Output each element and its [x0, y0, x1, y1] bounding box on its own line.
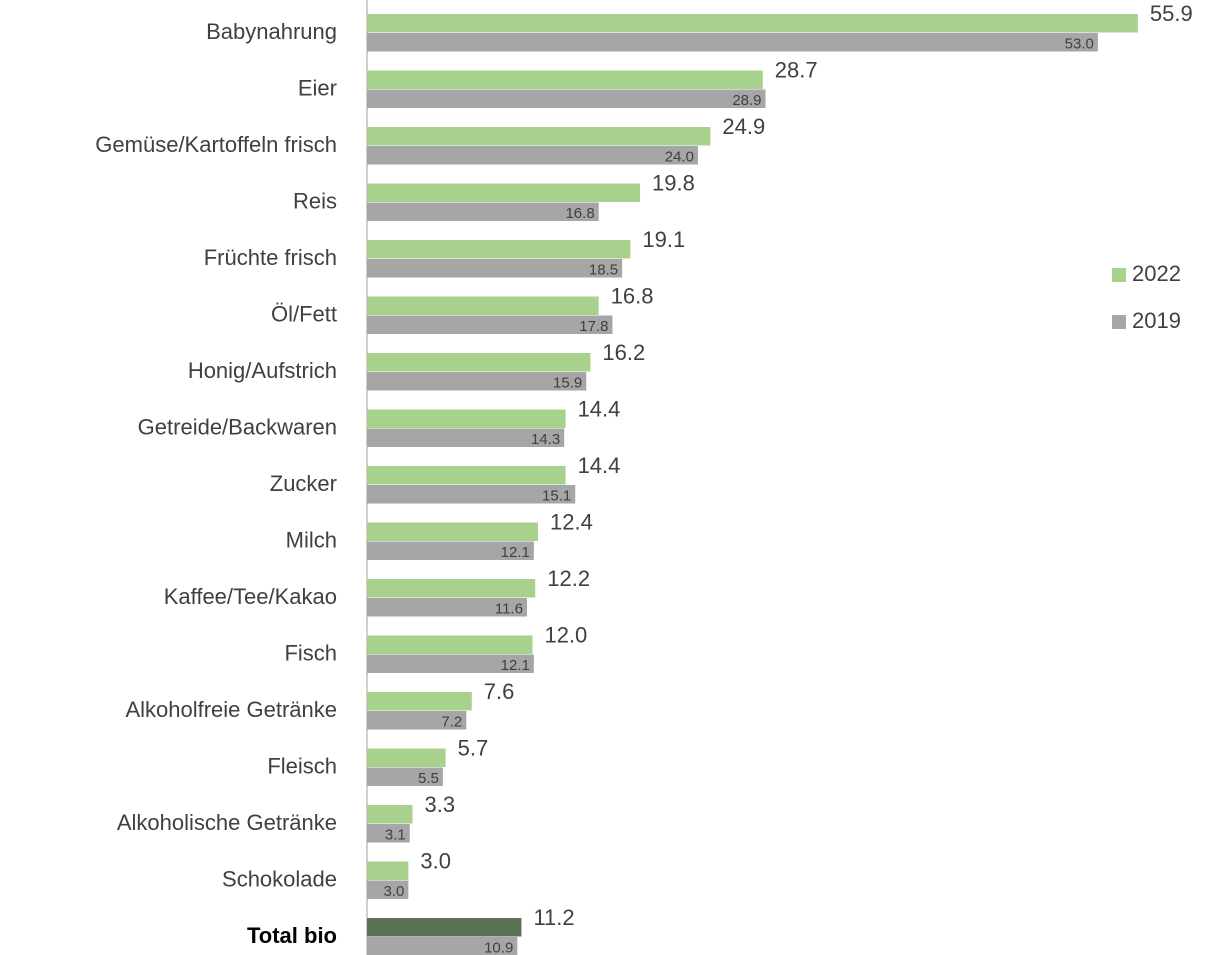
category-label: Zucker: [270, 471, 337, 496]
value-label: 12.1: [501, 657, 530, 674]
value-label: 15.1: [542, 487, 571, 504]
category-label: Öl/Fett: [271, 301, 337, 326]
category-label: Babynahrung: [206, 19, 337, 44]
bar: [367, 70, 763, 89]
value-label: 12.1: [501, 544, 530, 561]
bar: [367, 937, 518, 955]
legend-label: 2022: [1132, 261, 1181, 286]
bar: [367, 296, 599, 315]
value-label: 14.3: [531, 431, 560, 448]
bar: [367, 259, 623, 278]
bar: [367, 485, 576, 504]
category-label: Honig/Aufstrich: [188, 358, 337, 383]
value-label: 11.6: [495, 600, 523, 617]
value-label: 17.8: [579, 318, 608, 335]
bar: [367, 805, 413, 824]
bar: [367, 146, 698, 165]
category-label: Milch: [286, 527, 337, 552]
bar: [367, 692, 472, 711]
value-label: 16.2: [602, 340, 645, 365]
category-label: Alkoholfreie Getränke: [125, 697, 337, 722]
value-label: 5.5: [418, 770, 439, 787]
category-label: Fleisch: [267, 753, 337, 778]
bar: [367, 240, 631, 259]
value-label: 3.0: [420, 848, 451, 873]
bar: [367, 748, 446, 767]
bar: [367, 824, 410, 843]
bar: [367, 522, 538, 541]
value-label: 28.7: [775, 57, 818, 82]
bar: [367, 767, 443, 786]
bar: [367, 880, 409, 899]
category-label: Reis: [293, 188, 337, 213]
bar: [367, 127, 711, 146]
value-label: 55.9: [1150, 1, 1193, 26]
value-label: 7.2: [441, 713, 462, 730]
category-label: Total bio: [247, 923, 337, 948]
value-label: 12.0: [544, 622, 587, 647]
bar: [367, 466, 566, 485]
bar: [367, 654, 534, 673]
value-label: 19.1: [642, 227, 685, 252]
value-label: 12.2: [547, 566, 590, 591]
value-label: 3.1: [385, 826, 406, 843]
category-label: Fisch: [284, 640, 337, 665]
value-label: 16.8: [611, 283, 654, 308]
bar: [367, 33, 1098, 52]
value-label: 11.2: [533, 905, 574, 930]
value-label: 24.9: [722, 114, 765, 139]
category-label: Schokolade: [222, 866, 337, 891]
legend-label: 2019: [1132, 308, 1181, 333]
value-label: 3.0: [384, 883, 405, 900]
bar: [367, 202, 599, 221]
value-label: 15.9: [553, 374, 582, 391]
bar: [367, 14, 1138, 33]
category-label: Früchte frisch: [204, 245, 337, 270]
bar: [367, 598, 527, 617]
bar: [367, 918, 522, 937]
legend-swatch: [1112, 268, 1126, 282]
bar: [367, 541, 534, 560]
bar: [367, 861, 409, 880]
bar: [367, 635, 533, 654]
value-label: 3.3: [425, 792, 456, 817]
value-label: 10.9: [484, 939, 513, 955]
legend-swatch: [1112, 315, 1126, 329]
value-label: 12.4: [550, 509, 593, 534]
bar: [367, 315, 613, 334]
value-label: 28.9: [732, 92, 761, 109]
bar: [367, 579, 536, 598]
bar: [367, 353, 591, 372]
value-label: 24.0: [665, 148, 694, 165]
category-label: Kaffee/Tee/Kakao: [164, 584, 337, 609]
category-label: Gemüse/Kartoffeln frisch: [95, 132, 337, 157]
bar: [367, 711, 467, 730]
value-label: 14.4: [578, 453, 621, 478]
value-label: 5.7: [458, 735, 489, 760]
category-label: Alkoholische Getränke: [117, 810, 337, 835]
bar: [367, 428, 565, 447]
bar: [367, 409, 566, 428]
bar: [367, 89, 766, 108]
bar: [367, 372, 587, 391]
category-label: Eier: [298, 75, 337, 100]
value-label: 19.8: [652, 170, 695, 195]
value-label: 16.8: [565, 205, 594, 222]
value-label: 53.0: [1065, 35, 1094, 52]
value-label: 7.6: [484, 679, 515, 704]
value-label: 18.5: [589, 261, 618, 278]
value-label: 14.4: [578, 396, 621, 421]
bar: [367, 183, 641, 202]
category-label: Getreide/Backwaren: [138, 414, 337, 439]
